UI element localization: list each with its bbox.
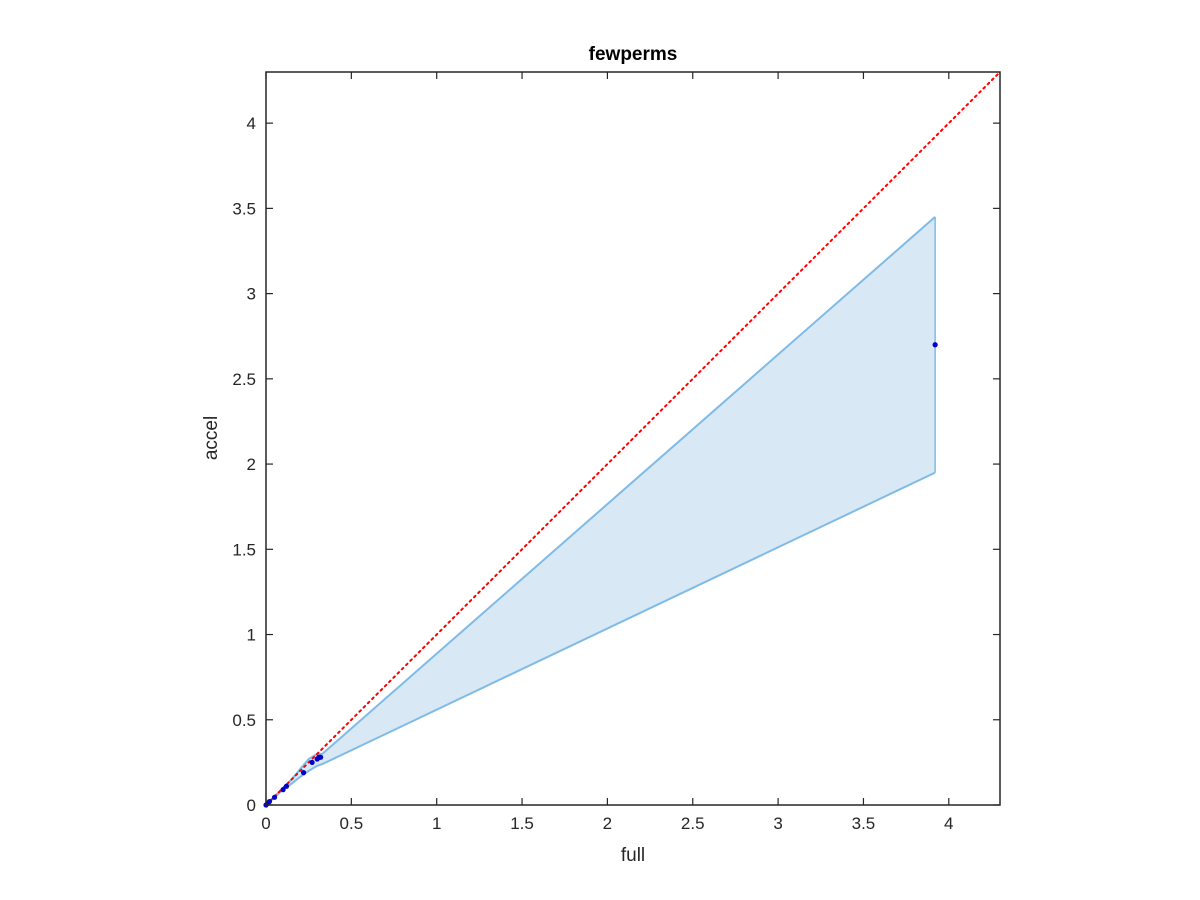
y-tick-label: 2.5 [232, 370, 256, 389]
axes [265, 71, 1001, 806]
y-tick-label: 1.5 [232, 540, 256, 559]
x-tick-label: 1 [432, 814, 441, 833]
chart-title: fewperms [589, 44, 678, 65]
x-tick-label: 3.5 [852, 814, 876, 833]
x-tick-label: 3 [773, 814, 782, 833]
y-tick-labels: 0 0.5 1 1.5 2 2.5 3 3.5 4 [232, 114, 256, 815]
data-point [266, 798, 273, 805]
data-point [271, 794, 278, 800]
data-point [309, 759, 315, 765]
y-tick-label: 3.5 [232, 199, 256, 218]
x-tick-label: 2 [603, 814, 612, 833]
identity-reference-line [265, 71, 1001, 806]
data-point [318, 754, 324, 760]
x-axis-label: full [621, 845, 645, 866]
x-tick-labels: 0 0.5 1 1.5 2 2.5 3 3.5 4 [261, 814, 953, 833]
axes-box [265, 71, 1001, 806]
x-tick-label: 1.5 [510, 814, 534, 833]
x-tick-label: 0.5 [340, 814, 364, 833]
y-tick-label: 0 [247, 796, 256, 815]
band-lower-edge [265, 471, 936, 806]
data-point [283, 783, 290, 789]
y-tick-label: 0.5 [232, 711, 256, 730]
data-point [300, 770, 307, 776]
data-point [932, 342, 938, 348]
y-axis-label: accel [201, 416, 222, 460]
x-tick-label: 2.5 [681, 814, 705, 833]
data-points [263, 342, 938, 808]
reference-line [265, 71, 1001, 806]
y-tick-label: 2 [247, 455, 256, 474]
confidence-band [265, 216, 936, 806]
y-tick-label: 4 [247, 114, 256, 133]
y-tick-label: 1 [247, 626, 256, 645]
data-point [280, 787, 286, 793]
x-tick-label: 0 [261, 814, 270, 833]
y-tick-label: 3 [247, 285, 256, 304]
x-tick-label: 4 [944, 814, 953, 833]
